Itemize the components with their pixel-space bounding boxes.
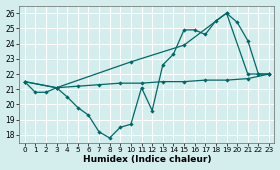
X-axis label: Humidex (Indice chaleur): Humidex (Indice chaleur) bbox=[83, 155, 211, 164]
